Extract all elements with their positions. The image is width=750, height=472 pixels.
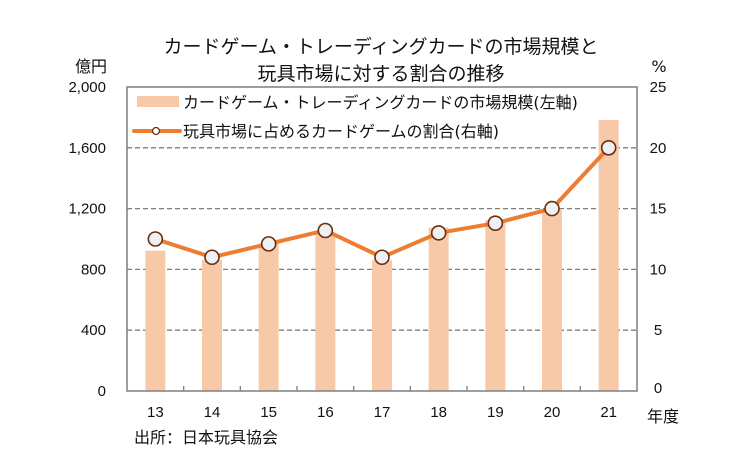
line-point-15 (260, 236, 277, 252)
plot-frame (126, 86, 638, 392)
right-axis-label: 10 (650, 261, 667, 278)
chart-title-line-1: カードゲーム・トレーディングカードの市場規模と (163, 36, 598, 58)
line-point-21 (600, 140, 617, 156)
bar-18 (428, 227, 449, 391)
x-label-18: 18 (430, 404, 447, 421)
legend-marker (151, 126, 161, 136)
x-label-13: 13 (147, 404, 164, 421)
x-axis-labels: 13 14 15 16 17 18 19 20 21 (147, 404, 617, 421)
x-label-15: 15 (260, 404, 277, 421)
left-axis-label: 1,200 (68, 201, 106, 218)
bar-13 (145, 250, 166, 391)
x-label-17: 17 (374, 404, 391, 421)
line-series (147, 140, 617, 266)
x-label-19: 19 (487, 404, 504, 421)
x-label-16: 16 (317, 404, 334, 421)
legend-label-line: 玩具市場に占めるカードゲームの割合(右軸) (183, 122, 499, 141)
line-point-17 (374, 249, 390, 266)
line-point-14 (204, 249, 220, 266)
right-axis-unit: % (651, 57, 666, 76)
left-axis-label: 1,600 (68, 140, 106, 157)
x-label-20: 20 (544, 404, 561, 421)
left-axis-labels: 0 400 800 1,200 1,600 2,000 (68, 79, 106, 400)
line-point-20 (544, 200, 560, 217)
line-point-18 (430, 225, 447, 241)
bar-16 (315, 232, 336, 391)
chart-title-line-2: 玩具市場に対する割合の推移 (257, 63, 504, 85)
x-axis-title: 年度 (647, 407, 679, 426)
x-axis-ticks (183, 386, 581, 391)
line-point-16 (317, 222, 334, 239)
legend-label-bar: カードゲーム・トレーディングカードの市場規模(左軸) (183, 93, 578, 112)
right-axis-label: 25 (650, 79, 667, 96)
left-axis-unit: 億円 (75, 57, 107, 76)
bar-series (145, 119, 619, 391)
bar-15 (258, 243, 279, 391)
bar-19 (485, 220, 506, 391)
source-note: 出所：日本玩具協会 (134, 428, 278, 447)
left-axis-label: 400 (81, 322, 106, 339)
left-axis-label: 2,000 (68, 79, 106, 96)
x-label-14: 14 (204, 404, 221, 421)
line-point-13 (147, 231, 164, 247)
bar-20 (542, 210, 562, 391)
line-point-19 (487, 215, 504, 231)
bar-21 (598, 119, 619, 391)
right-axis-label: 15 (650, 201, 667, 218)
left-axis-label: 800 (81, 261, 106, 278)
right-axis-label: 20 (650, 140, 667, 157)
x-label-21: 21 (600, 404, 617, 421)
bar-14 (202, 259, 222, 391)
legend: カードゲーム・トレーディングカードの市場規模(左軸) 玩具市場に占めるカードゲー… (132, 93, 578, 141)
legend-swatch-bar (137, 96, 179, 107)
right-axis-label: 5 (654, 322, 662, 339)
right-axis-label: 0 (654, 380, 662, 397)
right-axis-labels: 0 5 10 15 20 25 (650, 79, 667, 397)
bar-17 (372, 260, 392, 391)
left-axis-label: 0 (98, 383, 106, 400)
line-path (154, 146, 611, 260)
